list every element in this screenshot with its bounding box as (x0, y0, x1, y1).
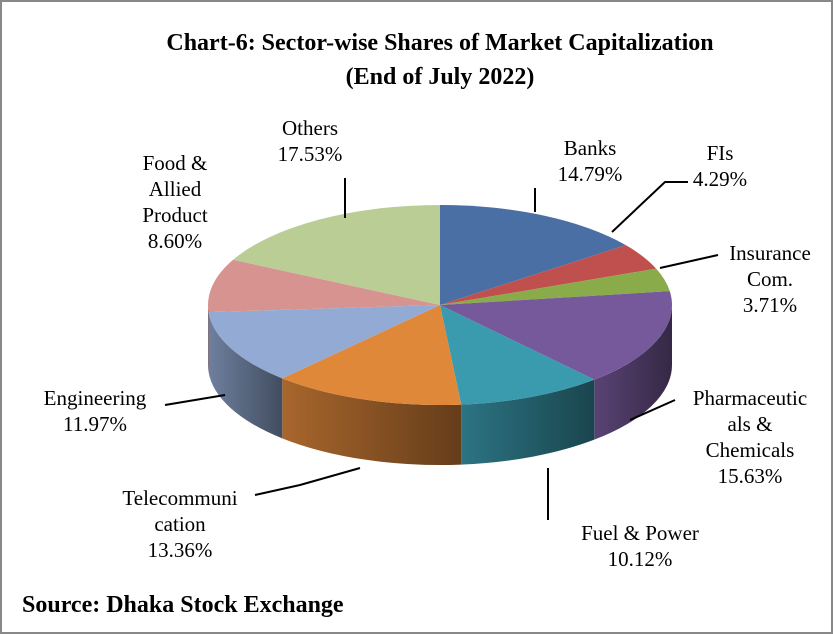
value-label: 11.97% (63, 412, 127, 436)
value-label: 17.53% (278, 142, 343, 166)
pie-side (208, 305, 209, 373)
category-label: Insurance (729, 241, 811, 265)
chart-title: Chart-6: Sector-wise Shares of Market Ca… (166, 30, 713, 56)
pie-slice (440, 291, 672, 380)
category-label: Engineering (44, 386, 147, 410)
category-label: Chemicals (706, 438, 795, 462)
pie-slice (208, 305, 440, 379)
pie-slice (440, 268, 670, 305)
category-label: Telecommuni (122, 486, 237, 510)
pie-slice (440, 205, 626, 305)
pie-slice (233, 205, 440, 305)
category-label: Fuel & Power (581, 521, 699, 545)
leader-line (629, 399, 676, 421)
leader-line (254, 467, 361, 496)
pie-side (461, 379, 595, 465)
category-label: FIs (707, 141, 734, 165)
value-label: 3.71% (743, 293, 797, 317)
pie-side (208, 312, 283, 439)
category-label: Product (142, 203, 207, 227)
pie-side (594, 305, 672, 440)
value-label: 13.36% (148, 538, 213, 562)
category-label: als & (728, 412, 773, 436)
value-label: 14.79% (558, 162, 623, 186)
value-label: 15.63% (718, 464, 783, 488)
leader-line (611, 181, 688, 233)
category-label: Others (282, 116, 338, 140)
pie-slice (440, 245, 657, 305)
category-label: Banks (564, 136, 617, 160)
category-label: cation (154, 512, 206, 536)
leader-line (164, 394, 226, 406)
pie-side (282, 378, 462, 465)
pie-slice (440, 305, 595, 405)
category-label: Allied (149, 177, 202, 201)
pie-slice (207, 259, 440, 313)
chart-subtitle: (End of July 2022) (346, 64, 535, 90)
value-label: 10.12% (608, 547, 673, 571)
value-label: 8.60% (148, 229, 202, 253)
leader-line (659, 254, 719, 269)
pie-slice (282, 305, 462, 405)
category-label: Pharmaceutic (693, 386, 807, 410)
source: Source: Dhaka Stock Exchange (22, 592, 344, 618)
value-label: 4.29% (693, 167, 747, 191)
category-label: Food & (143, 151, 208, 175)
category-label: Com. (747, 267, 793, 291)
